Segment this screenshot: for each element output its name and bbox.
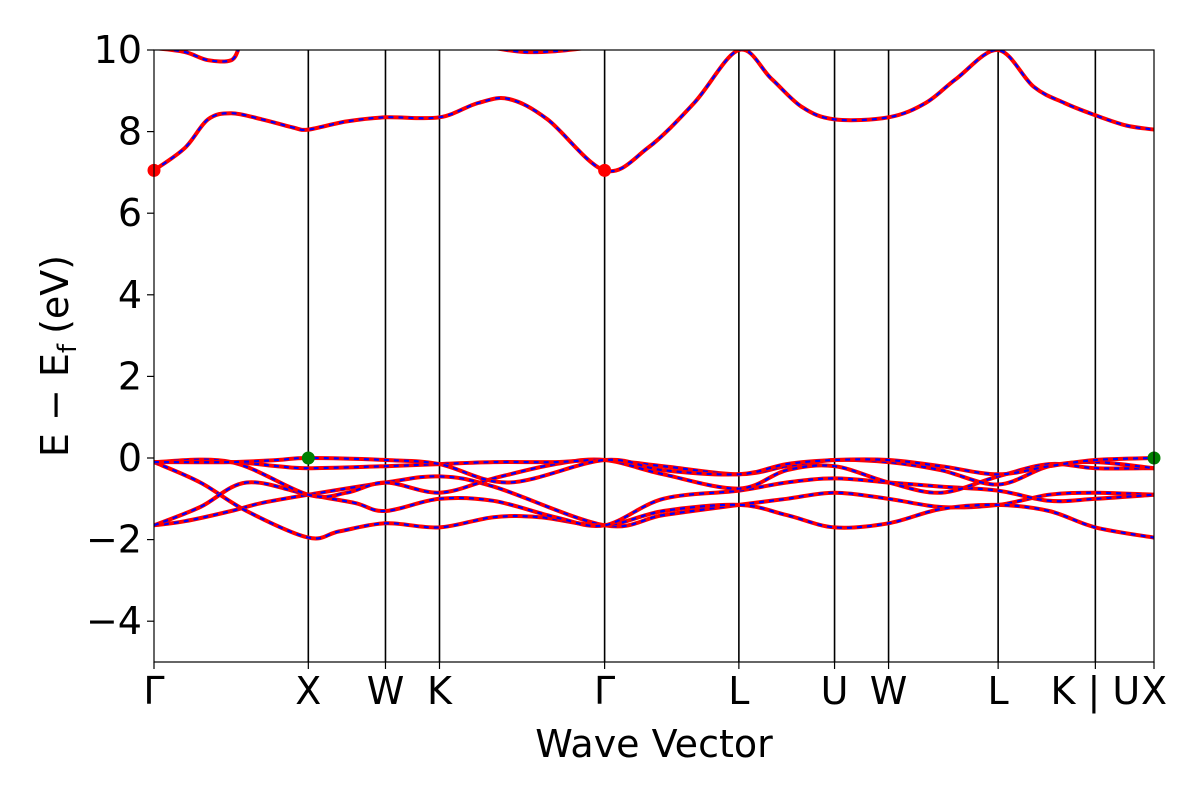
band-line-overlay	[154, 50, 1154, 173]
x-tick-label: L	[988, 669, 1009, 713]
y-tick-label: 8	[118, 110, 142, 154]
band-line-overlay	[154, 461, 1154, 540]
band-line-overlay	[154, 458, 1154, 486]
x-tick-label: Γ	[594, 669, 615, 713]
band-line-overlay	[154, 458, 1154, 498]
band-line	[154, 50, 1154, 174]
x-tick-label: W	[367, 669, 405, 713]
x-tick-label: W	[870, 669, 908, 713]
band-lines	[154, 50, 1154, 541]
band-line-overlay	[154, 477, 1154, 528]
x-tick-label: U	[821, 669, 849, 713]
kpoint-divider-lines	[307, 50, 1097, 662]
y-axis-label-unit: (eV)	[33, 255, 77, 334]
y-tick-label: 2	[118, 354, 142, 398]
y-tick-label: −4	[86, 599, 142, 643]
y-tick-label: −2	[86, 518, 142, 562]
x-tick-label: K | U	[1051, 669, 1141, 714]
y-axis-label: E − Ef (eV)	[33, 255, 83, 457]
y-axis-label-main: E − E	[33, 353, 77, 457]
x-tick-label: X	[295, 669, 321, 713]
extremum-marker	[301, 451, 315, 465]
extremum-marker	[598, 163, 612, 177]
x-tick-label: L	[728, 669, 749, 713]
plot-frame	[153, 49, 1155, 663]
x-tick-label: Γ	[143, 669, 164, 713]
y-tick-label: 10	[94, 28, 142, 72]
x-axis-label: Wave Vector	[535, 722, 773, 766]
svg-text:E − Ef(eV): E − Ef (eV)	[33, 255, 83, 457]
y-tick-label: 0	[118, 436, 142, 480]
y-axis-label-subscript: f	[53, 343, 83, 353]
x-tick-label: K	[427, 669, 453, 713]
x-tick-label: X	[1141, 669, 1167, 713]
y-axis-ticks: −4 −2 0 2 4 6 8 10	[86, 28, 154, 643]
y-tick-label: 6	[118, 191, 142, 235]
extrema-markers	[147, 163, 1161, 465]
y-tick-label: 4	[118, 273, 142, 317]
